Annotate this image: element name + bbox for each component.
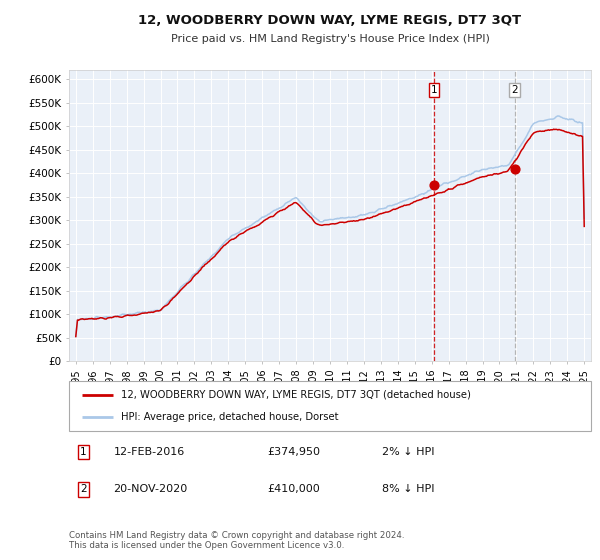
Text: HPI: Average price, detached house, Dorset: HPI: Average price, detached house, Dors… [121, 412, 338, 422]
Point [429, 181, 439, 190]
Text: 20-NOV-2020: 20-NOV-2020 [113, 484, 188, 494]
Point [510, 164, 520, 173]
Text: 8% ↓ HPI: 8% ↓ HPI [382, 484, 434, 494]
Text: 1: 1 [430, 85, 437, 95]
Text: £410,000: £410,000 [268, 484, 320, 494]
Text: 2: 2 [511, 85, 518, 95]
Text: £374,950: £374,950 [268, 447, 320, 457]
Text: 2% ↓ HPI: 2% ↓ HPI [382, 447, 434, 457]
Text: 12-FEB-2016: 12-FEB-2016 [113, 447, 185, 457]
Text: Contains HM Land Registry data © Crown copyright and database right 2024.
This d: Contains HM Land Registry data © Crown c… [69, 530, 404, 550]
Text: 2: 2 [80, 484, 87, 494]
Text: 1: 1 [80, 447, 87, 457]
FancyBboxPatch shape [69, 381, 591, 431]
Text: 12, WOODBERRY DOWN WAY, LYME REGIS, DT7 3QT: 12, WOODBERRY DOWN WAY, LYME REGIS, DT7 … [139, 14, 521, 27]
Text: Price paid vs. HM Land Registry's House Price Index (HPI): Price paid vs. HM Land Registry's House … [170, 34, 490, 44]
Text: 12, WOODBERRY DOWN WAY, LYME REGIS, DT7 3QT (detached house): 12, WOODBERRY DOWN WAY, LYME REGIS, DT7 … [121, 390, 471, 400]
